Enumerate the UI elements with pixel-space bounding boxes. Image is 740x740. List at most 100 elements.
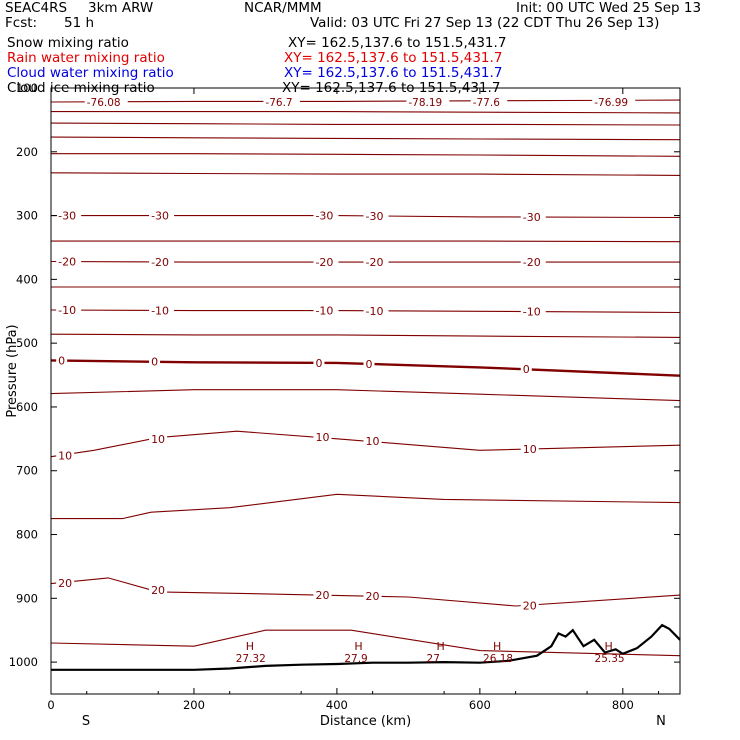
contour-label-bg bbox=[313, 431, 332, 444]
contour-label-bg bbox=[313, 256, 339, 269]
contour-line bbox=[50, 577, 681, 607]
high-value-label: 27.9 bbox=[344, 653, 367, 665]
y-tick-label: 100 bbox=[16, 81, 38, 95]
contour-line bbox=[50, 122, 681, 126]
contour-label-bg bbox=[363, 256, 389, 269]
x-tick-label: 600 bbox=[469, 698, 491, 712]
x-axis-label: Distance (km) bbox=[320, 714, 411, 729]
contour-label: 10 bbox=[523, 443, 537, 456]
contour-label-bg bbox=[520, 599, 539, 612]
contour-label: 20 bbox=[315, 589, 329, 602]
contour-label: -20 bbox=[315, 256, 333, 269]
contour-line bbox=[50, 389, 681, 402]
contour-line bbox=[50, 430, 681, 458]
tmin-label-bg bbox=[592, 96, 636, 109]
contour-label: 0 bbox=[315, 357, 322, 370]
model-label: 3km ARW bbox=[88, 0, 154, 16]
contour-label-bg bbox=[149, 304, 175, 317]
y-tick-label: 300 bbox=[16, 209, 38, 223]
y-tick-label: 500 bbox=[16, 336, 38, 350]
terrain-line bbox=[51, 623, 681, 671]
contour-label-bg bbox=[520, 363, 532, 376]
y-tick-label: 1000 bbox=[9, 655, 38, 669]
y-tick-label: 800 bbox=[16, 528, 38, 542]
contour-label: -10 bbox=[151, 304, 169, 317]
contour-line bbox=[51, 240, 681, 243]
contour-label-bg bbox=[363, 304, 389, 317]
contour-label: 10 bbox=[366, 435, 380, 448]
contour-label-bg bbox=[363, 435, 382, 448]
contour-line bbox=[51, 111, 681, 114]
contour-label: 20 bbox=[366, 590, 380, 603]
tmin-label: -76.7 bbox=[265, 97, 292, 109]
contour-label-bg bbox=[520, 210, 546, 223]
y-tick-label: 200 bbox=[16, 145, 38, 159]
contour-label-bg bbox=[363, 357, 375, 370]
contour-label: -20 bbox=[58, 256, 76, 269]
contour-label-bg bbox=[56, 304, 82, 317]
y-tick-label: 400 bbox=[16, 272, 38, 286]
tmin-label-bg bbox=[263, 96, 300, 109]
contour-line bbox=[51, 493, 681, 520]
contour-label: 20 bbox=[523, 599, 537, 612]
high-marker: H bbox=[605, 640, 613, 653]
field-name-cloudwater: Cloud water mixing ratio bbox=[7, 65, 174, 81]
plot-frame bbox=[50, 87, 681, 695]
contour-line bbox=[50, 136, 681, 141]
contour-label-bg bbox=[520, 305, 546, 318]
high-marker: H bbox=[246, 640, 254, 653]
x-end-label: N bbox=[656, 714, 666, 729]
contour-label: -10 bbox=[58, 304, 76, 317]
tmin-label: -76.99 bbox=[594, 97, 628, 109]
high-value-label: 27 bbox=[427, 653, 440, 665]
contour-label: 20 bbox=[151, 584, 165, 597]
field-name-snow: Snow mixing ratio bbox=[7, 35, 129, 51]
x-tick-label: 400 bbox=[326, 698, 348, 712]
x-tick-label: 800 bbox=[612, 698, 634, 712]
tmin-label: -77.6 bbox=[473, 97, 500, 109]
contour-label: 10 bbox=[151, 433, 165, 446]
contour-label-bg bbox=[313, 304, 339, 317]
y-tick-label: 600 bbox=[16, 400, 38, 414]
contour-label-bg bbox=[149, 255, 175, 268]
contour-label-bg bbox=[313, 356, 325, 369]
contour-label: 0 bbox=[58, 354, 65, 367]
high-marker: H bbox=[493, 640, 501, 653]
contour-label: -10 bbox=[366, 305, 384, 318]
contour-label-bg bbox=[363, 209, 389, 222]
contour-label-bg bbox=[313, 209, 339, 222]
contour-label: 20 bbox=[58, 577, 72, 590]
high-value-label: 26.18 bbox=[483, 653, 513, 665]
contour-line bbox=[51, 153, 681, 157]
contour-label: -30 bbox=[315, 210, 333, 223]
contour-label: 0 bbox=[523, 363, 530, 376]
contour-label-bg bbox=[149, 209, 175, 222]
field-name-rain: Rain water mixing ratio bbox=[7, 50, 165, 66]
contour-label: -20 bbox=[151, 256, 169, 269]
contour-line bbox=[50, 172, 681, 176]
contour-label-bg bbox=[56, 255, 82, 268]
contour-label-bg bbox=[56, 354, 68, 367]
valid-label: Valid: 03 UTC Fri 27 Sep 13 (22 CDT Thu … bbox=[310, 15, 660, 31]
x-tick-label: 0 bbox=[47, 698, 54, 712]
tmin-label-bg bbox=[406, 96, 450, 109]
high-value-label: 25.35 bbox=[595, 653, 625, 665]
high-value-label: 27.32 bbox=[236, 653, 266, 665]
init-label: Init: 00 UTC Wed 25 Sep 13 bbox=[516, 0, 702, 16]
contour-label-bg bbox=[56, 209, 82, 222]
fcst-value: 51 h bbox=[64, 15, 95, 31]
x-start-label: S bbox=[82, 714, 90, 729]
contour-label-bg bbox=[363, 590, 382, 603]
contour-label-bg bbox=[56, 449, 75, 462]
contour-label: -30 bbox=[151, 210, 169, 223]
contour-label-bg bbox=[520, 443, 539, 456]
project-label: SEAC4RS bbox=[5, 0, 68, 16]
contour-label-bg bbox=[56, 576, 75, 589]
contour-label: 10 bbox=[315, 431, 329, 444]
field-xy-snow: XY= 162.5,137.6 to 151.5,431.7 bbox=[288, 35, 507, 51]
high-marker: H bbox=[437, 640, 445, 653]
contour-label: 0 bbox=[151, 356, 158, 369]
contour-label: -20 bbox=[523, 256, 541, 269]
